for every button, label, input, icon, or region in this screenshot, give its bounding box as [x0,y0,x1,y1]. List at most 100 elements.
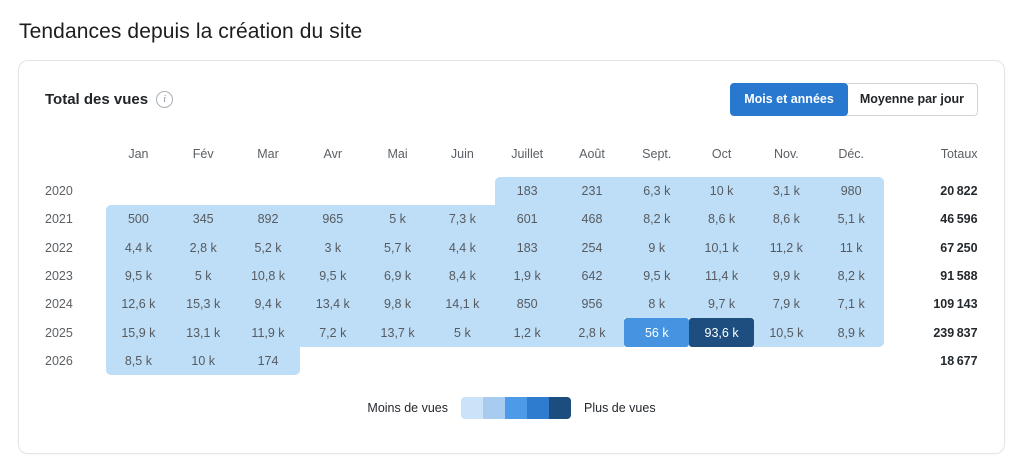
heatmap-cell[interactable]: 3 k [300,233,366,262]
heatmap-cell[interactable]: 9,5 k [300,261,366,291]
year-label: 2024 [45,297,73,312]
heatmap-cell[interactable]: 9,8 k [365,290,430,319]
heatmap-cell[interactable]: 9,9 k [753,261,819,291]
heatmap-cell[interactable]: 11 k [818,233,884,262]
heatmap-cell[interactable]: 7,2 k [300,318,366,347]
heatmap-cell[interactable]: 642 [559,261,625,291]
heatmap-cell[interactable]: 5 k [170,261,236,291]
heatmap-cell[interactable]: 850 [494,290,560,319]
heatmap-cell[interactable]: 13,7 k [365,318,430,347]
heatmap-cell[interactable]: 5,1 k [818,205,884,234]
page: Tendances depuis la création du site Tot… [18,20,1005,454]
toggle-daily-average-button[interactable]: Moyenne par jour [845,83,978,116]
heatmap-cell[interactable]: 12,6 k [106,290,171,319]
heatmap-cell-empty [754,347,819,375]
heatmap-cell[interactable]: 15,9 k [106,318,171,347]
heatmap-cell[interactable]: 6,9 k [365,261,430,291]
heatmap-cell[interactable]: 13,4 k [300,290,366,319]
heatmap-cell[interactable]: 7,3 k [429,205,495,234]
heatmap-cell[interactable]: 56 k [624,318,690,347]
heatmap-cell[interactable]: 9 k [624,233,690,262]
year-label: 2021 [45,212,73,227]
heatmap-cell[interactable]: 4,4 k [106,233,171,262]
heatmap-cell[interactable]: 8,5 k [106,346,171,376]
heatmap-cell[interactable]: 500 [106,205,171,234]
heatmap-cell-empty [365,177,430,205]
month-header: Août [579,147,605,161]
heatmap-cell[interactable]: 15,3 k [170,290,236,319]
heatmap-cell[interactable]: 9,4 k [235,290,301,319]
heatmap-cell[interactable]: 2,8 k [559,318,625,347]
heatmap-cell-empty [430,177,495,205]
heatmap-cell[interactable]: 8,6 k [689,205,754,234]
month-header: Mai [387,147,408,161]
heatmap-cell[interactable]: 5,2 k [235,233,301,262]
view-toggle-group: Mois et années Moyenne par jour [730,83,978,116]
heatmap-cell[interactable]: 468 [559,205,625,234]
heatmap-cell[interactable]: 3,1 k [753,177,819,206]
heatmap-cell[interactable]: 183 [494,233,560,262]
heatmap-cell-empty [495,347,560,375]
heatmap-cell[interactable]: 5,7 k [365,233,430,262]
heatmap-cell[interactable]: 11,4 k [689,261,754,291]
heatmap-cell[interactable]: 13,1 k [170,318,236,347]
row-total: 67 250 [940,240,978,255]
heatmap-cell[interactable]: 965 [300,205,366,234]
heatmap-cell[interactable]: 6,3 k [624,177,690,206]
heatmap-cell[interactable]: 9,5 k [106,261,171,291]
month-header: Déc. [838,147,865,161]
card-title: Total des vues [45,91,149,108]
card-header: Total des vues i Mois et années Moyenne … [45,83,978,116]
heatmap-cell[interactable]: 8,2 k [818,261,884,291]
heatmap-cell[interactable]: 254 [559,233,625,262]
heatmap-cell[interactable]: 8,6 k [753,205,819,234]
heatmap-cell[interactable]: 892 [235,205,301,234]
month-header: Juin [450,147,474,161]
heatmap-cell[interactable]: 183 [494,177,560,206]
heatmap-cell[interactable]: 174 [235,346,301,376]
totals-header: Totaux [940,147,978,161]
heatmap-cell-empty [689,347,754,375]
heatmap-cell[interactable]: 7,9 k [753,290,819,319]
heatmap-cell[interactable]: 601 [494,205,560,234]
heatmap-cell[interactable]: 8,9 k [818,318,884,347]
heatmap-cell-empty [300,177,365,205]
info-icon[interactable]: i [156,91,174,108]
heatmap-cell[interactable]: 93,6 k [689,318,754,347]
heatmap-cell[interactable]: 11,2 k [753,233,819,262]
heatmap-cell[interactable]: 14,1 k [429,290,495,319]
heatmap-cell[interactable]: 10 k [170,346,236,376]
heatmap-cell[interactable]: 5 k [429,318,495,347]
heatmap-cell[interactable]: 10 k [689,177,754,206]
heatmap-cell[interactable]: 9,7 k [689,290,754,319]
card-title-wrap: Total des vues i [45,91,174,108]
heatmap-cell[interactable]: 10,8 k [235,261,301,291]
heatmap-cell[interactable]: 11,9 k [235,318,301,347]
heatmap-cell[interactable]: 980 [818,177,884,206]
heatmap-cell[interactable]: 8,2 k [624,205,690,234]
heatmap-cell[interactable]: 231 [559,177,625,206]
heatmap-cell[interactable]: 345 [170,205,236,234]
row-total: 239 837 [933,325,978,340]
heatmap-cell[interactable]: 8,4 k [429,261,495,291]
heatmap-cell[interactable]: 9,5 k [624,261,690,291]
heatmap-cell[interactable]: 1,2 k [494,318,560,347]
views-heatmap: Jan Fév Mar Avr Mai Juin Juillet Août Sept. Oct No… [45,144,978,376]
heatmap-cell[interactable]: 4,4 k [429,233,495,262]
total-views-card: Total des vues i Mois et années Moyenne … [18,60,1005,454]
heatmap-cell[interactable]: 1,9 k [494,261,560,291]
row-total: 91 588 [940,269,978,284]
heatmap-cell-empty [430,347,495,375]
heatmap-cell[interactable]: 8 k [624,290,690,319]
heatmap-cell[interactable]: 10,5 k [753,318,819,347]
heatmap-cell-empty [300,347,365,375]
heatmap-cell[interactable]: 10,1 k [689,233,754,262]
heatmap-cell[interactable]: 5 k [365,205,430,234]
heatmap-cell[interactable]: 7,1 k [818,290,884,319]
month-header: Mar [257,147,279,161]
row-total: 109 143 [933,297,978,312]
heatmap-cell[interactable]: 2,8 k [170,233,236,262]
heatmap-cell[interactable]: 956 [559,290,625,319]
toggle-months-years-button[interactable]: Mois et années [730,83,848,116]
